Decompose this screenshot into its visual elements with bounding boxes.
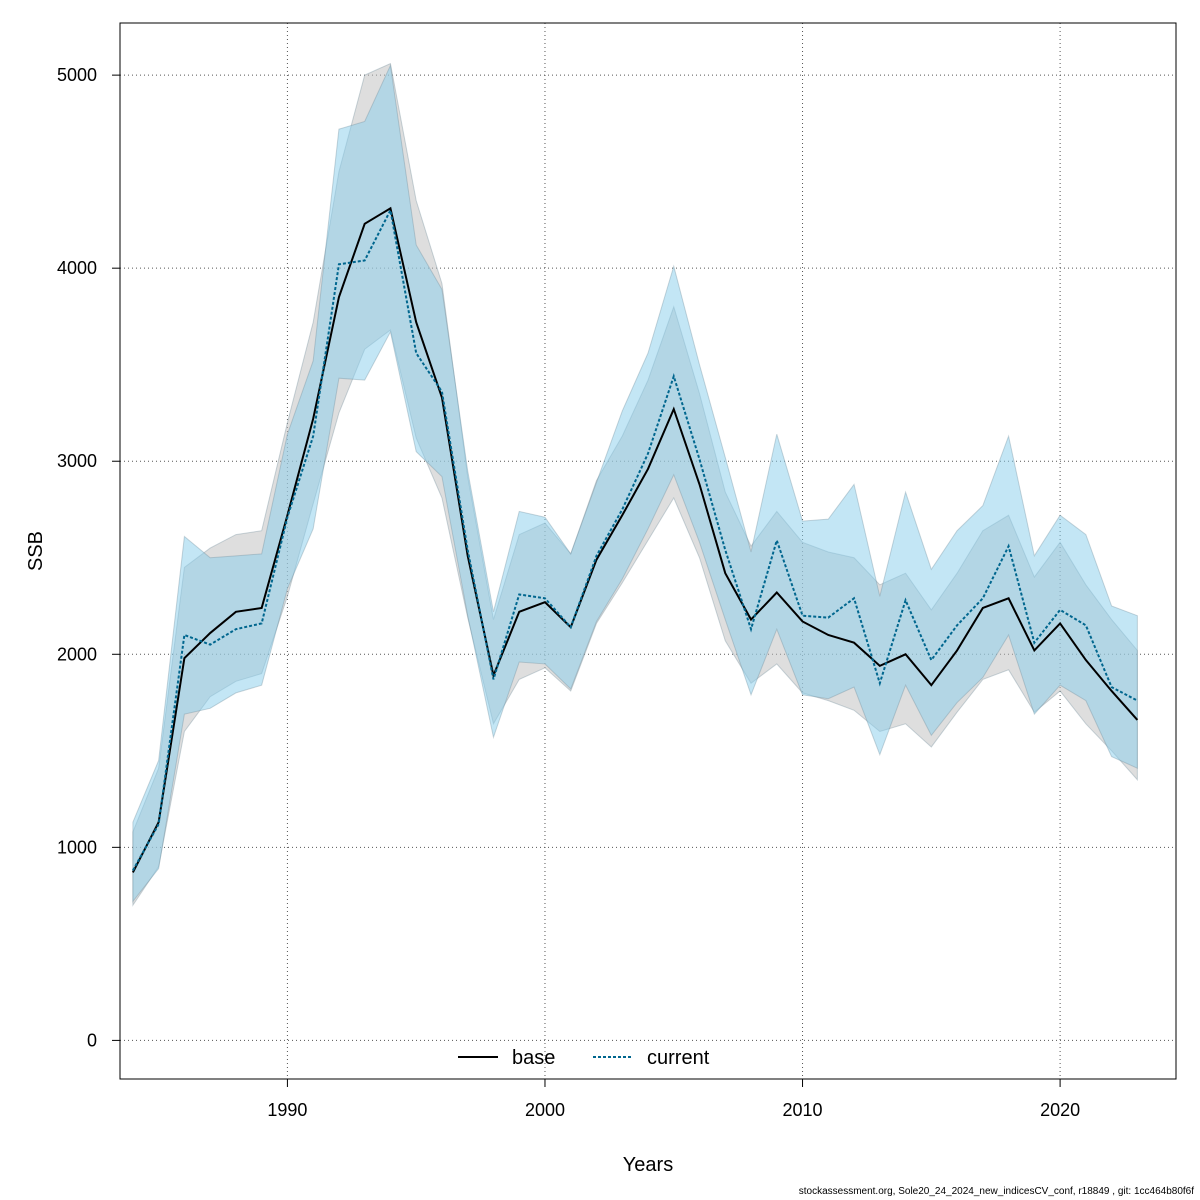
y-tick-label-4000: 4000 <box>57 258 97 278</box>
x-tick-label-2020: 2020 <box>1040 1100 1080 1120</box>
legend: base current <box>458 1047 710 1069</box>
x-axis: 1990 2000 2010 2020 <box>267 1079 1080 1120</box>
y-tick-label-5000: 5000 <box>57 65 97 85</box>
x-tick-label-1990: 1990 <box>267 1100 307 1120</box>
legend-label-current: current <box>647 1047 710 1069</box>
y-tick-label-0: 0 <box>87 1030 97 1050</box>
x-tick-label-2010: 2010 <box>783 1100 823 1120</box>
y-axis-title: SSB <box>25 531 47 571</box>
x-tick-label-2000: 2000 <box>525 1100 565 1120</box>
x-axis-title: Years <box>623 1154 673 1176</box>
legend-label-base: base <box>512 1047 555 1069</box>
confidence-bands <box>132 62 1138 907</box>
y-tick-label-2000: 2000 <box>57 644 97 664</box>
band-current <box>132 63 1138 903</box>
y-axis: 0 1000 2000 3000 4000 5000 <box>57 65 120 1050</box>
footer-caption: stockassessment.org, Sole20_24_2024_new_… <box>798 1186 1194 1197</box>
gridlines <box>120 23 1176 1079</box>
y-tick-label-1000: 1000 <box>57 837 97 857</box>
line-base <box>131 206 1139 873</box>
plot-frame <box>119 22 1177 1080</box>
line-current <box>132 207 1138 871</box>
series-lines <box>131 206 1139 873</box>
y-tick-label-3000: 3000 <box>57 451 97 471</box>
